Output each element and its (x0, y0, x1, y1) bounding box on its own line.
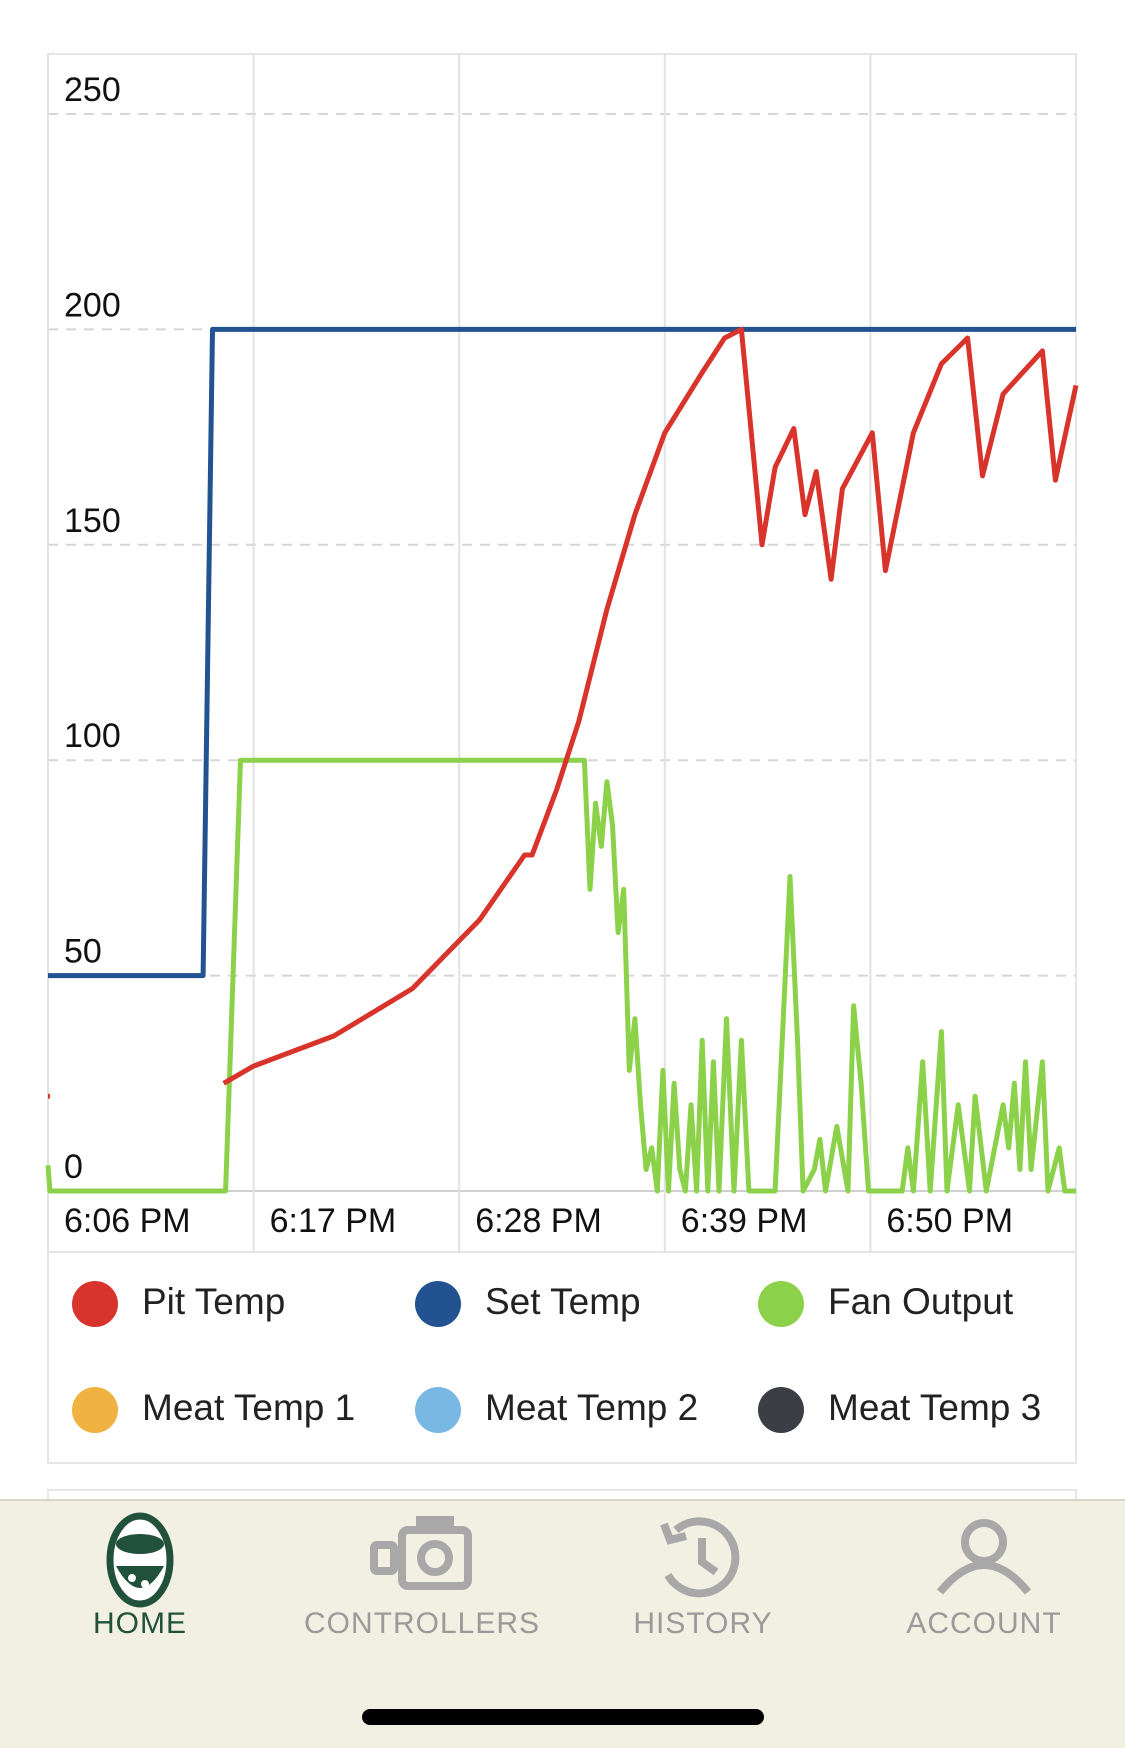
controllers-icon (370, 1516, 472, 1590)
series-line (45, 757, 1076, 1194)
account-icon (936, 1519, 1032, 1595)
legend: Pit Temp Set Temp Fan Output Meat Temp 1 Mea… (72, 1281, 1041, 1433)
series-line (48, 326, 1079, 1099)
tab-bar (0, 1500, 1125, 1748)
legend-label: Meat Temp 3 (828, 1387, 1041, 1428)
y-tick-label: 0 (64, 1148, 83, 1186)
legend-swatch (72, 1281, 118, 1327)
legend-label: Meat Temp 1 (142, 1387, 355, 1428)
legend-label: Set Temp (485, 1281, 641, 1322)
y-tick-label: 50 (64, 933, 102, 971)
y-tick-label: 250 (64, 71, 121, 109)
x-tick-label: 6:17 PM (270, 1202, 397, 1240)
x-tick-label: 6:06 PM (64, 1202, 191, 1240)
tab-label[interactable]: ACCOUNT (906, 1607, 1061, 1640)
x-tick-label: 6:28 PM (475, 1202, 602, 1240)
y-tick-label: 150 (64, 502, 121, 540)
legend-swatch (758, 1281, 804, 1327)
y-tick-label: 200 (64, 286, 121, 324)
home-icon (106, 1512, 174, 1608)
history-icon (660, 1517, 740, 1598)
tab-label[interactable]: CONTROLLERS (304, 1607, 540, 1640)
legend-swatch (72, 1387, 118, 1433)
tab-label[interactable]: HOME (93, 1607, 187, 1640)
tabs: HOME CONTROLLERS HISTORY ACCOUNT (93, 1607, 1061, 1640)
home-indicator (362, 1709, 764, 1725)
tab-label[interactable]: HISTORY (633, 1607, 772, 1640)
legend-label: Meat Temp 2 (485, 1387, 698, 1428)
legend-swatch (415, 1281, 461, 1327)
legend-swatch (415, 1387, 461, 1433)
y-tick-label: 100 (64, 717, 121, 755)
x-tick-label: 6:50 PM (886, 1202, 1013, 1240)
legend-label: Pit Temp (142, 1281, 285, 1322)
legend-label: Fan Output (828, 1281, 1014, 1322)
series-line (48, 326, 1076, 979)
x-tick-label: 6:39 PM (681, 1202, 808, 1240)
legend-swatch (758, 1387, 804, 1433)
plot: 0 50 100 150 200 250 6:06 PM 6:17 PM 6:28 PM 6:39… (45, 54, 1079, 1252)
